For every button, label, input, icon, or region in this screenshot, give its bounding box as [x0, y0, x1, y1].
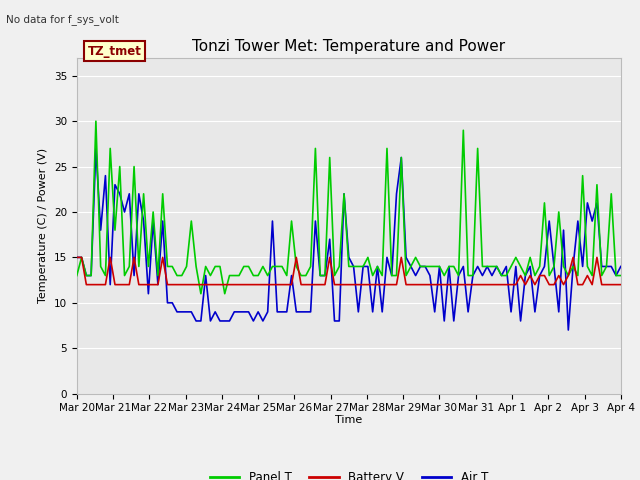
Panel T — [288, 218, 296, 224]
Battery V — [254, 282, 262, 288]
Legend: Panel T, Battery V, Air T: Panel T, Battery V, Air T — [205, 466, 493, 480]
Battery V — [202, 282, 209, 288]
Air T — [283, 309, 291, 315]
Air T — [149, 218, 157, 224]
Line: Panel T: Panel T — [77, 121, 621, 294]
Air T — [564, 327, 572, 333]
Air T — [73, 254, 81, 260]
Panel T — [560, 264, 568, 269]
Battery V — [407, 282, 415, 288]
Panel T — [197, 291, 205, 297]
Panel T — [92, 118, 100, 124]
Battery V — [617, 282, 625, 288]
Battery V — [149, 282, 157, 288]
Battery V — [73, 254, 81, 260]
Air T — [202, 273, 209, 278]
Battery V — [283, 282, 291, 288]
X-axis label: Time: Time — [335, 415, 362, 425]
Panel T — [259, 264, 267, 269]
Panel T — [617, 273, 625, 278]
Line: Battery V: Battery V — [77, 257, 621, 285]
Battery V — [83, 282, 90, 288]
Air T — [92, 145, 100, 151]
Text: TZ_tmet: TZ_tmet — [88, 45, 141, 58]
Air T — [407, 264, 415, 269]
Panel T — [73, 273, 81, 278]
Battery V — [555, 273, 563, 278]
Air T — [617, 264, 625, 269]
Air T — [254, 309, 262, 315]
Title: Tonzi Tower Met: Temperature and Power: Tonzi Tower Met: Temperature and Power — [192, 39, 506, 54]
Line: Air T: Air T — [77, 148, 621, 330]
Text: No data for f_sys_volt: No data for f_sys_volt — [6, 14, 119, 25]
Panel T — [412, 254, 419, 260]
Panel T — [207, 273, 214, 278]
Y-axis label: Temperature (C) / Power (V): Temperature (C) / Power (V) — [38, 148, 48, 303]
Air T — [555, 309, 563, 315]
Panel T — [149, 209, 157, 215]
